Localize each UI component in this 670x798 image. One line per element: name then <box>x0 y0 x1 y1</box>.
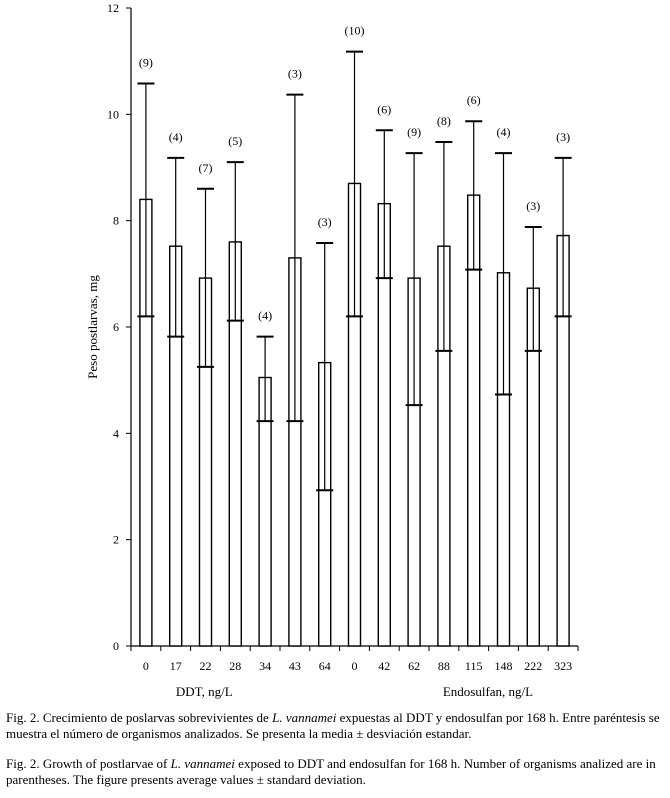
sample-size-label: (10) <box>345 24 365 38</box>
x-tick-label: 148 <box>495 659 513 673</box>
caption-en-prefix: Fig. 2. Growth of postlarvae of <box>6 756 171 771</box>
y-tick-label: 0 <box>113 639 119 653</box>
sample-size-label: (5) <box>228 134 242 148</box>
figure-caption-english: Fig. 2. Growth of postlarvae of L. vanna… <box>6 756 664 788</box>
sample-size-label: (9) <box>407 125 421 139</box>
sample-size-label: (8) <box>437 114 451 128</box>
x-tick-label: 323 <box>554 659 572 673</box>
x-tick-label: 22 <box>200 659 212 673</box>
sample-size-label: (3) <box>288 67 302 81</box>
group-label-ddt: DDT, ng/L <box>176 684 233 699</box>
sample-size-label: (6) <box>467 93 481 107</box>
x-tick-label: 28 <box>229 659 241 673</box>
y-tick-label: 10 <box>107 107 119 121</box>
x-tick-label: 43 <box>289 659 301 673</box>
y-tick-label: 8 <box>113 214 119 228</box>
x-tick-label: 0 <box>352 659 358 673</box>
x-tick-label: 62 <box>408 659 420 673</box>
x-tick-label: 17 <box>170 659 182 673</box>
chart-labels: (9) 0 (4) 17 (7) 22 (5) 28 (4) 34 (3) 43 (3) 64 (10) 0 (… <box>139 24 572 699</box>
group-label-endosulfan: Endosulfan, ng/L <box>443 684 533 699</box>
sample-size-label: (3) <box>556 130 570 144</box>
caption-en-suffix: exposed to DDT and endosulfan for 168 h.… <box>6 756 656 787</box>
chart-bars <box>137 50 572 647</box>
sample-size-label: (7) <box>199 161 213 175</box>
caption-es-species: L. vannamei <box>272 710 337 725</box>
caption-en-species: L. vannamei <box>170 756 235 771</box>
x-tick-label: 0 <box>143 659 149 673</box>
x-tick-label: 115 <box>465 659 483 673</box>
x-tick-label: 222 <box>524 659 542 673</box>
sample-size-label: (3) <box>318 215 332 229</box>
sample-size-label: (4) <box>169 130 183 144</box>
sample-size-label: (6) <box>377 102 391 116</box>
y-axis-label: Peso postlarvas, mg <box>85 275 100 379</box>
sample-size-label: (4) <box>497 125 511 139</box>
caption-es-prefix: Fig. 2. Crecimiento de poslarvas sobrevi… <box>6 710 273 725</box>
y-tick-label: 6 <box>113 320 119 334</box>
x-tick-label: 64 <box>319 659 331 673</box>
x-tick-label: 42 <box>378 659 390 673</box>
figure-caption-spanish: Fig. 2. Crecimiento de poslarvas sobrevi… <box>6 710 664 742</box>
x-tick-label: 34 <box>259 659 271 673</box>
sample-size-label: (4) <box>258 309 272 323</box>
bar-chart: 0 2 4 6 8 10 12 Peso postlarvas, mg (9) 0 (4) 17 (7… <box>85 1 579 699</box>
sample-size-label: (3) <box>526 199 540 213</box>
y-tick-label: 4 <box>113 426 119 440</box>
sample-size-label: (9) <box>139 55 153 69</box>
x-tick-label: 88 <box>438 659 450 673</box>
caption-es-suffix: expuestas al DDT y endosulfan por 168 h.… <box>6 710 660 741</box>
y-tick-label: 12 <box>107 1 119 15</box>
y-tick-label: 2 <box>113 533 119 547</box>
